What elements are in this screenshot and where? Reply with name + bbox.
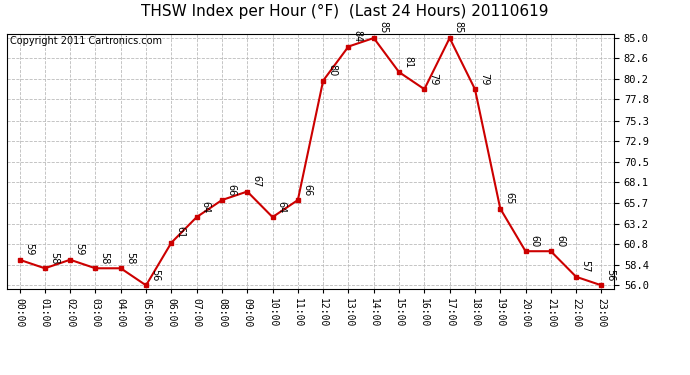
- Text: 60: 60: [530, 235, 540, 247]
- Text: 80: 80: [327, 64, 337, 76]
- Text: 58: 58: [125, 252, 135, 264]
- Text: 61: 61: [175, 226, 186, 238]
- Text: 66: 66: [226, 184, 236, 196]
- Text: 65: 65: [504, 192, 515, 204]
- Text: 64: 64: [277, 201, 287, 213]
- Text: 59: 59: [23, 243, 34, 256]
- Text: 59: 59: [75, 243, 84, 256]
- Text: 79: 79: [428, 73, 439, 85]
- Text: 79: 79: [479, 73, 489, 85]
- Text: 81: 81: [403, 56, 413, 68]
- Text: 58: 58: [99, 252, 110, 264]
- Text: 67: 67: [251, 175, 262, 188]
- Text: 66: 66: [302, 184, 312, 196]
- Text: 85: 85: [454, 21, 464, 34]
- Text: 64: 64: [201, 201, 211, 213]
- Text: 56: 56: [150, 269, 160, 281]
- Text: 84: 84: [353, 30, 363, 42]
- Text: 57: 57: [580, 260, 591, 273]
- Text: 85: 85: [378, 21, 388, 34]
- Text: 56: 56: [606, 269, 615, 281]
- Text: 60: 60: [555, 235, 565, 247]
- Text: 58: 58: [49, 252, 59, 264]
- Text: THSW Index per Hour (°F)  (Last 24 Hours) 20110619: THSW Index per Hour (°F) (Last 24 Hours)…: [141, 4, 549, 19]
- Text: Copyright 2011 Cartronics.com: Copyright 2011 Cartronics.com: [10, 36, 162, 46]
